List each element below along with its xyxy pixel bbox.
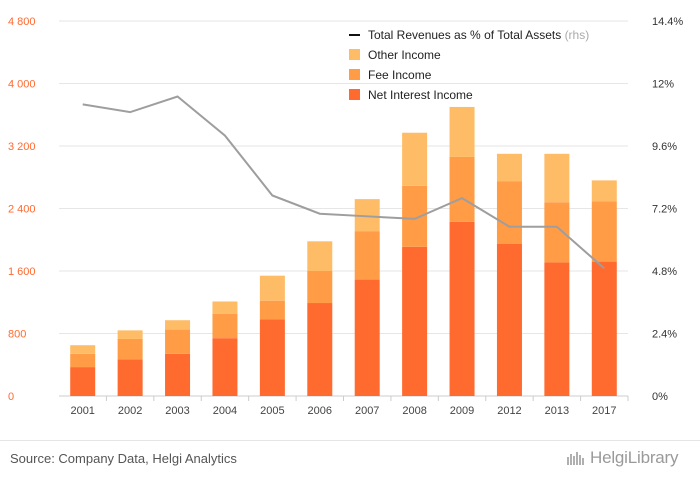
- x-axis-tick-label: 2009: [450, 405, 474, 417]
- x-axis-tick-label: 2012: [497, 405, 521, 417]
- bar-segment: [354, 231, 380, 280]
- left-axis-tick-label: 4 000: [8, 79, 36, 91]
- bar-segment: [449, 106, 475, 157]
- bar-segment: [544, 262, 570, 396]
- bar-segment: [70, 367, 96, 396]
- legend-label: Net Interest Income: [368, 88, 473, 102]
- legend-label: Total Revenues as % of Total Assets (rhs…: [368, 28, 589, 42]
- x-axis-tick-label: 2006: [308, 405, 332, 417]
- bar-segment: [165, 320, 191, 330]
- bar-segment: [496, 153, 522, 182]
- bar-segment: [117, 359, 143, 396]
- bar-segment: [307, 241, 333, 271]
- bar-segment: [402, 246, 428, 396]
- right-axis-tick-label: 0%: [652, 391, 668, 403]
- bar-segment: [165, 329, 191, 354]
- x-axis-tick-label: 2008: [402, 405, 426, 417]
- legend-swatch: [349, 69, 360, 80]
- bar-segment: [354, 279, 380, 396]
- bar-segment: [544, 153, 570, 203]
- x-axis-tick-label: 2013: [545, 405, 569, 417]
- legend-label: Other Income: [368, 48, 441, 62]
- bar-segment: [307, 303, 333, 396]
- bar-segment: [165, 353, 191, 396]
- bar-segment: [212, 301, 238, 314]
- right-axis-tick-label: 14.4%: [652, 16, 683, 28]
- right-axis-tick-label: 7.2%: [652, 204, 677, 216]
- left-axis-tick-label: 2 400: [8, 204, 36, 216]
- bar-segment: [591, 261, 617, 396]
- bar-segment: [117, 330, 143, 339]
- bar-segment: [591, 201, 617, 262]
- bar-segment: [259, 300, 285, 320]
- x-axis-tick-label: 2003: [165, 405, 189, 417]
- bar-segment: [402, 132, 428, 186]
- helgi-library-logo[interactable]: HelgiLibrary: [566, 448, 679, 468]
- bar-segment: [496, 181, 522, 244]
- legend-rhs-note: (rhs): [565, 28, 590, 42]
- legend-label: Fee Income: [368, 68, 432, 82]
- x-axis-tick-label: 2002: [118, 405, 142, 417]
- logo-mark-icon: [566, 450, 586, 465]
- x-axis-tick-label: 2005: [260, 405, 284, 417]
- left-axis-tick-label: 4 800: [8, 16, 36, 28]
- source-note: Source: Company Data, Helgi Analytics: [10, 451, 237, 466]
- chart: 0 800 1 600 2 400 3 200 4 000 4 800 0% 2.4% 4.8% 7…: [8, 16, 683, 417]
- legend-swatch: [349, 89, 360, 100]
- bar-segment: [402, 185, 428, 247]
- left-axis-tick-label: 800: [8, 329, 26, 341]
- bar-segment: [70, 345, 96, 354]
- footer-divider: [0, 440, 700, 441]
- bar-segment: [259, 319, 285, 396]
- bar-segment: [449, 221, 475, 396]
- series-line-total-revenues: [82, 95, 605, 270]
- logo-text: HelgiLibrary: [590, 448, 679, 467]
- bar-segment: [70, 353, 96, 368]
- bar-segment: [544, 202, 570, 263]
- right-axis-tick-label: 9.6%: [652, 141, 677, 153]
- x-axis-tick-label: 2001: [70, 405, 94, 417]
- x-axis-tick-label: 2017: [592, 405, 616, 417]
- bar-segment: [259, 275, 285, 301]
- right-axis-tick-label: 2.4%: [652, 329, 677, 341]
- left-axis-tick-label: 1 600: [8, 266, 36, 278]
- right-axis-tick-label: 4.8%: [652, 266, 677, 278]
- bar-segment: [212, 338, 238, 396]
- bar-segment: [212, 313, 238, 339]
- x-axis-tick-label: 2004: [213, 405, 237, 417]
- legend-swatch: [349, 49, 360, 60]
- x-axis-tick-label: 2007: [355, 405, 379, 417]
- bar-segment: [496, 243, 522, 396]
- left-axis-tick-label: 0: [8, 391, 14, 403]
- bar-segment: [591, 180, 617, 202]
- right-axis-tick-label: 12%: [652, 79, 674, 91]
- bar-segment: [449, 156, 475, 222]
- bar-segment: [307, 271, 333, 304]
- left-axis-tick-label: 3 200: [8, 141, 36, 153]
- bar-segment: [117, 338, 143, 360]
